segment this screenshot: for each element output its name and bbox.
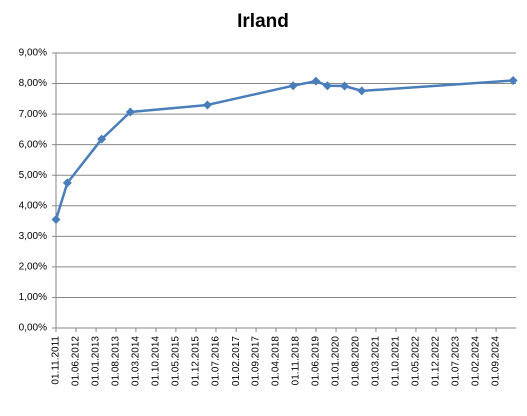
- x-tick-label: 01.03.2021: [371, 336, 382, 386]
- x-tick-label: 01.07.2023: [451, 336, 462, 386]
- y-tick-label: 0,00%: [19, 323, 47, 334]
- x-tick-label: 01.03.2014: [131, 336, 142, 386]
- y-tick-label: 9,00%: [19, 48, 47, 59]
- x-tick-label: 01.08.2013: [111, 336, 122, 386]
- data-point: [288, 81, 298, 91]
- x-tick-label: 01.01.2013: [91, 336, 102, 386]
- data-point: [97, 134, 107, 144]
- x-tick-label: 01.02.2017: [231, 336, 242, 386]
- x-tick-label: 01.10.2014: [151, 336, 162, 386]
- y-tick-label: 4,00%: [19, 200, 47, 211]
- data-point: [322, 81, 332, 91]
- data-point: [311, 76, 321, 86]
- data-point: [508, 76, 518, 85]
- y-tick-label: 3,00%: [19, 231, 47, 242]
- x-tick-label: 01.06.2019: [311, 336, 322, 386]
- x-tick-label: 01.08.2020: [351, 336, 362, 386]
- x-tick-label: 01.12.2022: [431, 336, 442, 386]
- data-point: [51, 215, 61, 225]
- x-tick-label: 01.11.2011: [51, 336, 62, 385]
- x-tick-label: 01.06.2012: [71, 336, 82, 386]
- y-tick-label: 8,00%: [19, 78, 47, 89]
- chart-title: Irland: [237, 11, 289, 32]
- x-tick-label: 01.10.2021: [391, 336, 402, 386]
- y-tick-label: 1,00%: [19, 292, 47, 303]
- x-tick-label: 01.09.2024: [491, 336, 502, 386]
- data-point: [62, 178, 72, 188]
- y-tick-label: 5,00%: [19, 170, 47, 181]
- x-tick-label: 01.04.2018: [271, 336, 282, 386]
- x-tick-label: 01.11.2018: [291, 336, 302, 386]
- x-tick-label: 01.07.2016: [211, 336, 222, 386]
- data-line: [54, 79, 514, 220]
- y-tick-label: 2,00%: [19, 262, 47, 273]
- y-tick-label: 6,00%: [19, 139, 47, 150]
- x-tick-label: 01.05.2015: [171, 336, 182, 386]
- x-tick-label: 01.12.2015: [191, 336, 202, 386]
- x-tick-label: 01.09.2017: [251, 336, 262, 386]
- x-tick-label: 01.02.2024: [471, 336, 482, 386]
- x-tick-label: 01.01.2020: [331, 336, 342, 386]
- x-tick-label: 01.05.2022: [411, 336, 422, 386]
- data-point: [125, 107, 135, 117]
- data-point: [202, 100, 212, 110]
- data-point: [357, 86, 367, 96]
- y-tick-label: 7,00%: [19, 109, 47, 120]
- data-point: [340, 81, 350, 91]
